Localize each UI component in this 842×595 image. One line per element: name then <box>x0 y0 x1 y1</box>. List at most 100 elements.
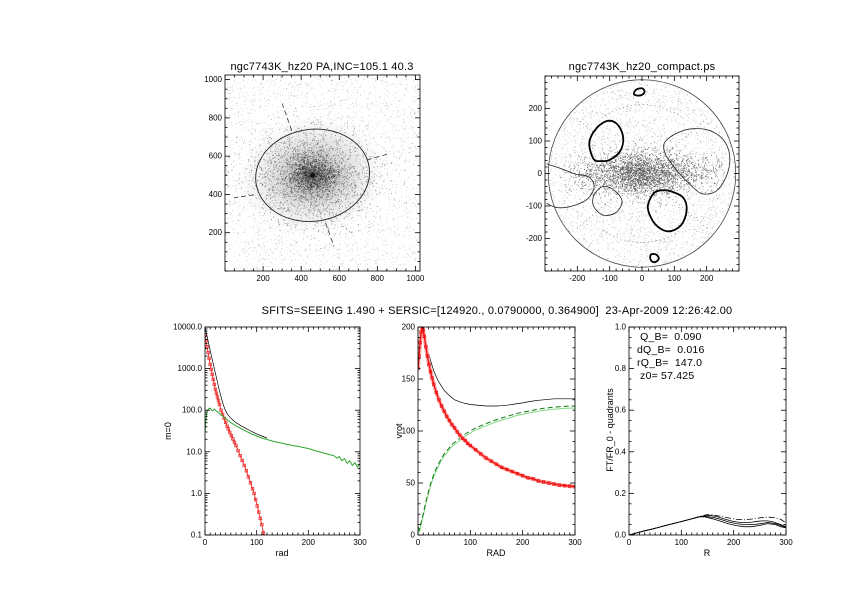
marker-square <box>216 399 221 403</box>
svg-text:50: 50 <box>406 479 415 488</box>
svg-text:0.2: 0.2 <box>615 489 627 498</box>
svg-text:1.0: 1.0 <box>191 489 203 498</box>
svg-text:0.0: 0.0 <box>615 531 627 540</box>
marker-square <box>424 345 428 349</box>
bottom-right-fourier-quadrants: 0 100 200 300 0.0 0.2 0.4 0.6 0.8 1.0 <box>615 323 793 548</box>
dotted-arc <box>604 104 682 118</box>
svg-text:1000: 1000 <box>407 274 425 283</box>
series-disk <box>205 407 360 468</box>
svg-text:600: 600 <box>333 274 347 283</box>
marker-square <box>526 476 530 480</box>
marker-square <box>224 420 228 425</box>
svg-text:200: 200 <box>209 228 223 237</box>
svg-text:0.4: 0.4 <box>615 447 627 456</box>
bottom-row-title: SFITS=SEEING 1.490 + SERSIC=[124920., 0.… <box>261 305 733 317</box>
svg-text:100.0: 100.0 <box>182 406 203 415</box>
marker-square <box>425 354 430 358</box>
marker-square <box>439 404 444 408</box>
marker-square <box>455 430 459 434</box>
marker-square <box>450 423 454 427</box>
marker-square <box>479 452 483 456</box>
marker-square <box>240 458 244 463</box>
marker-square <box>434 390 438 395</box>
thick-contour <box>646 189 688 233</box>
svg-text:1000: 1000 <box>204 75 222 84</box>
svg-text:200: 200 <box>700 274 714 283</box>
svg-text:200: 200 <box>727 538 741 547</box>
thin-contour <box>592 185 623 216</box>
svg-text:100: 100 <box>668 274 682 283</box>
marker-square <box>447 418 452 423</box>
marker-square <box>211 377 215 382</box>
svg-text:0.8: 0.8 <box>615 364 627 373</box>
panel-galaxy-image: 200 400 600 800 1000 200 400 600 800 1000 <box>204 74 425 283</box>
marker-square <box>541 480 546 484</box>
xaxis-label-rad: rad <box>275 548 289 558</box>
axes-frame <box>224 74 421 272</box>
marker-square <box>562 483 567 488</box>
yaxis-label-m0: m=0 <box>163 422 173 440</box>
marker-square <box>253 497 258 502</box>
svg-text:1.0: 1.0 <box>615 323 627 332</box>
dotted-spoke <box>576 178 637 230</box>
marker-square <box>489 459 493 463</box>
panel-title-residual-map: ngc7743K_hz20_compact.ps <box>568 61 716 73</box>
axes-frame <box>544 75 740 272</box>
annotation-QB: Q_B= 0.090 <box>637 331 702 343</box>
svg-text:600: 600 <box>209 152 223 161</box>
marker-square <box>232 440 237 444</box>
marker-square <box>445 414 449 419</box>
marker-square <box>466 441 470 446</box>
yaxis-label-vrot: vrot <box>394 423 404 439</box>
svg-text:-200: -200 <box>569 274 586 283</box>
marker-square <box>231 437 235 441</box>
marker-square <box>557 483 561 487</box>
series-bulge-rotation <box>418 327 575 488</box>
marker-square <box>206 350 210 355</box>
svg-text:0.1: 0.1 <box>191 531 203 540</box>
marker-square <box>531 477 535 481</box>
marker-square <box>246 475 251 479</box>
marker-square <box>418 340 422 345</box>
bottom-left-surface-brightness: 0 100 200 300 10000.0 1000.0 100.0 10.0 1.0 0.1 <box>173 323 367 548</box>
marker-square <box>205 345 209 349</box>
marker-square <box>422 334 426 339</box>
svg-text:-100: -100 <box>602 274 619 283</box>
svg-text:100: 100 <box>402 427 416 436</box>
marker-square <box>213 387 217 392</box>
marker-square <box>209 367 213 372</box>
marker-square <box>250 487 255 491</box>
galaxy-core <box>310 172 315 178</box>
marker-square <box>252 491 256 496</box>
marker-square <box>208 362 212 367</box>
marker-square <box>552 482 556 486</box>
series-disk <box>418 405 575 532</box>
annotation-z0: z0= 57.425 <box>637 370 695 382</box>
marker-square <box>238 453 242 458</box>
svg-text:400: 400 <box>294 274 308 283</box>
marker-square <box>573 484 575 489</box>
marker-square <box>255 504 259 508</box>
marker-square <box>419 330 423 334</box>
thick-contour <box>588 119 625 163</box>
svg-text:10000.0: 10000.0 <box>173 323 202 332</box>
marker-square <box>484 456 488 460</box>
thick-contour <box>633 87 646 97</box>
marker-square <box>418 354 421 358</box>
svg-text:800: 800 <box>371 274 385 283</box>
marker-square <box>248 481 253 485</box>
svg-text:100: 100 <box>675 538 689 547</box>
marker-square <box>229 433 234 438</box>
dotted-spoke <box>647 117 708 169</box>
marker-square <box>442 409 446 413</box>
xaxis-label-R: R <box>703 548 711 558</box>
axis-extension-dashed-line <box>325 222 335 247</box>
svg-text:100: 100 <box>250 538 264 547</box>
series-quadrant-4 <box>629 514 786 535</box>
marker-square <box>263 536 266 539</box>
marker-square <box>214 391 219 395</box>
series-quadrant-3 <box>629 516 786 535</box>
axes-frame <box>204 326 361 536</box>
axis-extension-dashed-line <box>281 103 293 131</box>
